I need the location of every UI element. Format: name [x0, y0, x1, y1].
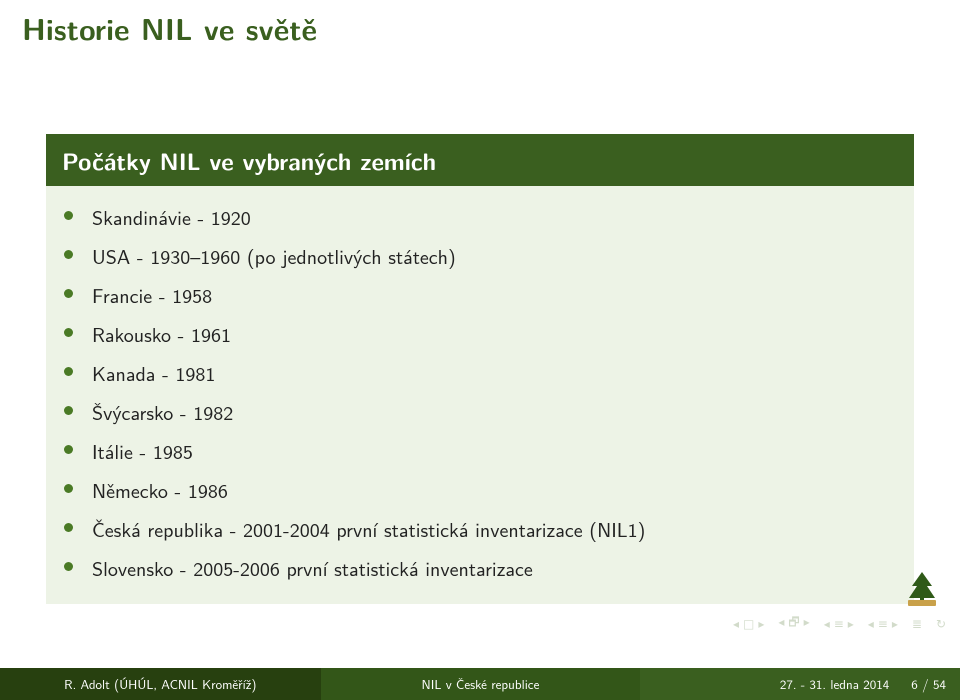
list-item: Itálie - 1985: [86, 432, 900, 471]
list-item: Česká republika - 2001-2004 první statis…: [86, 510, 900, 549]
footer-date: 27. - 31. ledna 2014: [780, 675, 889, 694]
nav-prev-section-icon[interactable]: ◂ ≡ ▸: [824, 614, 854, 632]
slide: Historie NIL ve světě Počátky NIL ve vyb…: [0, 0, 960, 700]
tree-icon: [902, 570, 942, 610]
bullet-list: Skandinávie - 1920USA - 1930–1960 (po je…: [60, 198, 900, 588]
page-sep: /: [922, 675, 933, 694]
footer-date-page: 27. - 31. ledna 2014 6 / 54: [640, 668, 960, 700]
footer: R. Adolt (ÚHÚL, ACNIL Kroměříž) NIL v Če…: [0, 668, 960, 700]
footer-title: NIL v České republice: [321, 668, 641, 700]
list-item: Švýcarsko - 1982: [86, 393, 900, 432]
footer-page: 6 / 54: [911, 675, 946, 694]
list-item: Německo - 1986: [86, 471, 900, 510]
nav-goto-end-icon[interactable]: ≣: [912, 614, 922, 632]
list-item: Kanada - 1981: [86, 354, 900, 393]
nav-circarrow-icon[interactable]: ↻: [936, 614, 946, 632]
beamer-nav-symbols[interactable]: ◂ □ ▸ ◂ 🗗 ▸ ◂ ≡ ▸ ◂ ≡ ▸ ≣ ↻: [733, 612, 946, 634]
nav-prev-frame-icon[interactable]: ◂ 🗗 ▸: [778, 612, 809, 634]
slide-title-bar: Historie NIL ve světě: [0, 0, 960, 76]
nav-prev-slide-icon[interactable]: ◂ □ ▸: [733, 614, 764, 632]
page-total: 54: [933, 675, 946, 694]
slide-content: Počátky NIL ve vybraných zemích Skandiná…: [0, 76, 960, 668]
block-body: Skandinávie - 1920USA - 1930–1960 (po je…: [46, 186, 914, 604]
list-item: USA - 1930–1960 (po jednotlivých státech…: [86, 237, 900, 276]
block: Počátky NIL ve vybraných zemích Skandiná…: [46, 134, 914, 604]
footer-author: R. Adolt (ÚHÚL, ACNIL Kroměříž): [0, 668, 321, 700]
list-item: Francie - 1958: [86, 276, 900, 315]
list-item: Skandinávie - 1920: [86, 198, 900, 237]
slide-title: Historie NIL ve světě: [22, 6, 938, 49]
block-title: Počátky NIL ve vybraných zemích: [46, 134, 914, 186]
uhul-logo: [902, 570, 942, 610]
page-current: 6: [911, 675, 918, 694]
nav-prev-subsection-icon[interactable]: ◂ ≡ ▸: [868, 614, 898, 632]
list-item: Slovensko - 2005-2006 první statistická …: [86, 549, 900, 588]
list-item: Rakousko - 1961: [86, 315, 900, 354]
